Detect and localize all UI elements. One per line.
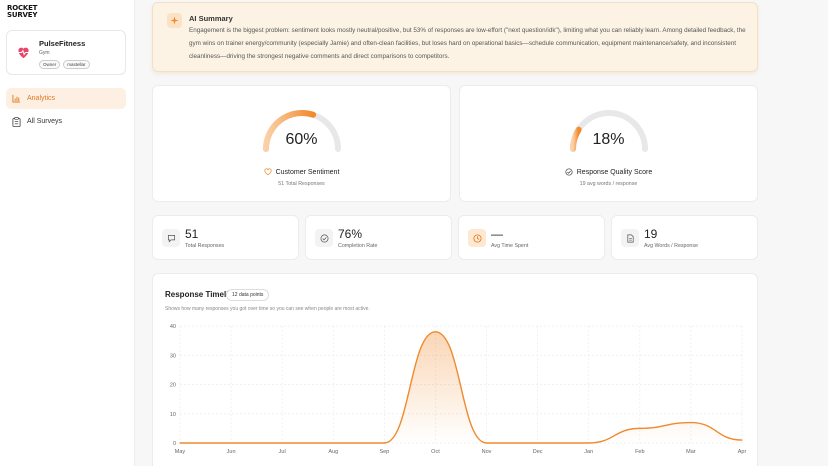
quality-value: 18% — [592, 131, 625, 148]
x-tick-label: Feb — [635, 449, 644, 455]
data-point — [639, 427, 641, 429]
ai-summary-text: Engagement is the biggest problem: senti… — [189, 27, 746, 60]
y-tick-label: 20 — [170, 383, 176, 389]
stat-label: Total Responses — [185, 243, 225, 249]
y-tick-label: 30 — [170, 353, 176, 359]
data-point — [537, 442, 539, 444]
response-quality-card: 18% Response Quality Score 19 avg words … — [459, 85, 758, 202]
heart-icon — [264, 168, 272, 176]
user-badge: mastellar — [63, 60, 90, 69]
response-timeline-card: Response Timeline 12 data points Shows h… — [152, 273, 758, 466]
x-tick-label: Oct — [431, 449, 440, 455]
role-badge: Owner — [39, 60, 61, 69]
data-point — [332, 442, 334, 444]
stat-label: Avg Time Spent — [491, 243, 529, 249]
org-name: PulseFitness — [39, 39, 86, 48]
stat-value: — — [491, 227, 503, 241]
sentiment-gauge — [262, 110, 341, 152]
data-point — [588, 442, 590, 444]
stat-completion-rate: 76% Completion Rate — [305, 215, 452, 260]
data-point — [230, 442, 232, 444]
org-type: Gym — [39, 50, 50, 56]
message-icon — [162, 229, 180, 247]
stat-label: Completion Rate — [338, 243, 378, 249]
x-tick-label: Apr — [738, 449, 747, 455]
stat-value: 76% — [338, 227, 363, 241]
sentiment-value: 60% — [285, 131, 318, 148]
stat-avg-words: 19 Avg Words / Response — [611, 215, 758, 260]
stat-label: Avg Words / Response — [644, 243, 698, 249]
quality-gauge — [569, 110, 648, 152]
quality-sub: 19 avg words / response — [579, 181, 638, 187]
data-point — [434, 331, 437, 333]
app-logo[interactable]: ROCKET SURVEY — [7, 4, 38, 19]
heart-pulse-icon — [18, 47, 29, 59]
x-tick-label: Dec — [533, 449, 543, 455]
x-tick-label: May — [175, 449, 186, 455]
check-circle-icon — [565, 168, 573, 176]
y-tick-label: 0 — [173, 441, 176, 447]
stat-total-responses: 51 Total Responses — [152, 215, 299, 260]
x-tick-label: Nov — [482, 449, 492, 455]
x-tick-label: Mar — [686, 449, 696, 455]
sparkle-icon — [167, 13, 182, 28]
data-point — [281, 442, 283, 444]
response-timeline-chart[interactable]: 0 10 20 30 40 May Jun Jul Aug Sep Oct Nov Dec Jan Feb M… — [153, 274, 759, 466]
ai-summary-title: AI Summary — [189, 14, 233, 23]
nav-item-analytics[interactable]: Analytics — [6, 88, 126, 109]
y-tick-label: 40 — [170, 324, 176, 330]
timeline-subtitle: Shows how many responses you got over ti… — [165, 306, 370, 312]
data-points-badge: 12 data points — [226, 289, 270, 301]
ai-summary-card: AI Summary Engagement is the biggest pro… — [152, 2, 758, 72]
stat-value: 51 — [185, 227, 199, 241]
document-icon — [621, 229, 639, 247]
sentiment-label: Customer Sentiment — [275, 168, 340, 176]
x-tick-label: Jul — [279, 449, 286, 455]
x-tick-label: Jan — [584, 449, 593, 455]
x-tick-label: Aug — [328, 449, 338, 455]
quality-label: Response Quality Score — [576, 168, 653, 176]
timeline-title: Response Timeline — [165, 290, 238, 299]
clock-icon — [468, 229, 486, 247]
org-card[interactable]: PulseFitness Gym Owner mastellar — [6, 30, 126, 75]
nav-item-all-surveys[interactable]: All Surveys — [6, 111, 126, 132]
x-tick-label: Sep — [379, 449, 389, 455]
data-point — [383, 442, 385, 444]
data-point — [690, 421, 692, 424]
x-tick-label: Jun — [227, 449, 236, 455]
sentiment-sub: 51 Total Responses — [278, 181, 325, 187]
stat-value: 19 — [644, 227, 658, 241]
customer-sentiment-card: 60% Customer Sentiment 51 Total Response… — [152, 85, 451, 202]
stat-avg-time: — Avg Time Spent — [458, 215, 605, 260]
bar-chart-icon — [12, 94, 21, 103]
sidebar: ROCKET SURVEY PulseFitness Gym Owner mas… — [0, 0, 135, 466]
data-point — [485, 442, 488, 444]
data-point — [741, 439, 743, 441]
y-tick-label: 10 — [170, 412, 176, 418]
check-circle-icon — [315, 229, 333, 247]
clipboard-icon — [12, 116, 21, 127]
data-point — [179, 442, 181, 444]
